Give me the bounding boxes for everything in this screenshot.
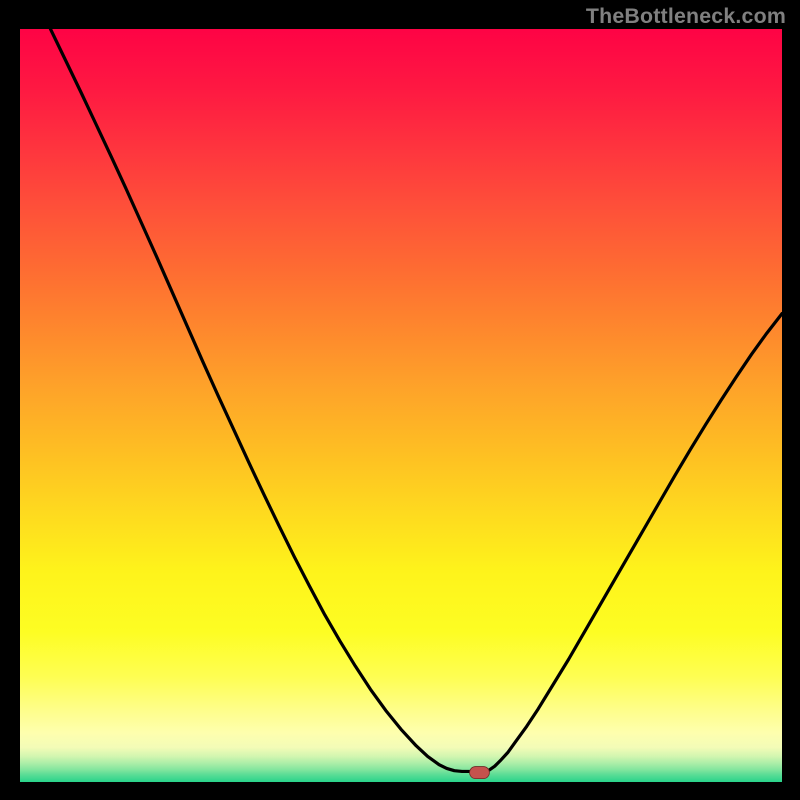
chart-background bbox=[20, 29, 782, 782]
outer-frame: TheBottleneck.com bbox=[0, 0, 800, 800]
optimal-marker bbox=[470, 767, 490, 779]
chart-svg bbox=[20, 29, 782, 782]
watermark-text: TheBottleneck.com bbox=[586, 4, 786, 29]
chart-plot-area bbox=[20, 29, 782, 782]
